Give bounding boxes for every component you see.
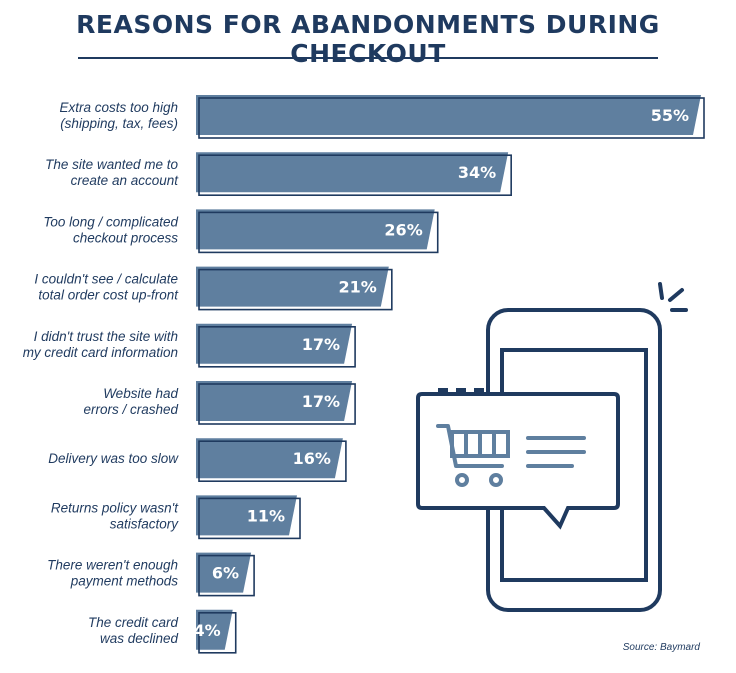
bar-value-label: 17% [302, 392, 340, 411]
category-label: checkout process [73, 230, 178, 245]
bar [196, 609, 233, 650]
bar-outline [198, 325, 356, 368]
bar [196, 438, 343, 479]
category-label: Website had [103, 386, 178, 401]
bar [196, 95, 701, 135]
category-label: The site wanted me to [45, 157, 178, 172]
chart-title: REASONS FOR ABANDONMENTS DURING CHECKOUT [76, 10, 660, 68]
bar-outline [198, 97, 705, 139]
bar [196, 552, 252, 593]
bar-value-label: 21% [339, 278, 377, 297]
bubble-dot [474, 388, 484, 393]
bar [196, 152, 509, 193]
bubble-dot [456, 388, 466, 393]
signal-line [658, 282, 664, 300]
bar [196, 323, 353, 364]
category-label: Delivery was too slow [48, 451, 179, 466]
bar-outline [198, 154, 512, 196]
bar-value-label: 6% [212, 564, 239, 583]
category-label: total order cost up-front [38, 288, 179, 303]
category-label: I couldn't see / calculate [34, 272, 178, 287]
bar-value-label: 55% [651, 106, 689, 125]
category-label: The credit card [88, 615, 179, 630]
bar-outline [198, 383, 356, 425]
category-label: create an account [71, 173, 180, 188]
bar-value-label: 11% [247, 506, 285, 525]
bar-outline [198, 211, 439, 254]
bar-outline [198, 554, 255, 597]
signal-line [668, 288, 684, 302]
title-divider [78, 57, 658, 59]
bar [196, 495, 297, 536]
bar-value-label: 34% [458, 163, 496, 182]
cart-wheel [455, 473, 469, 487]
bar-value-label: 17% [302, 335, 340, 354]
chat-bubble [416, 392, 620, 530]
category-label: satisfactory [110, 516, 180, 531]
category-label: I didn't trust the site with [34, 329, 178, 344]
category-label: payment methods [70, 574, 179, 589]
bar [196, 266, 389, 307]
bar-outline [198, 611, 237, 654]
bubble-dot [438, 388, 448, 393]
category-label: errors / crashed [83, 402, 178, 417]
category-label: Returns policy wasn't [51, 500, 179, 515]
bar-value-label: 4% [194, 621, 221, 640]
source-note: Source: Baymard [622, 642, 700, 653]
bar [196, 381, 353, 421]
bar [196, 209, 435, 250]
bar-value-label: 16% [293, 449, 331, 468]
category-label: was declined [100, 631, 179, 646]
bar-outline [198, 497, 301, 540]
category-label: (shipping, tax, fees) [60, 116, 178, 131]
bar-outline [198, 268, 393, 311]
category-label: There weren't enough [47, 558, 178, 573]
bar-value-label: 26% [384, 220, 422, 239]
category-label: Too long / complicated [43, 214, 178, 229]
bar-outline [198, 440, 347, 483]
smartphone-cart-icon [416, 282, 688, 612]
category-label: my credit card information [23, 345, 178, 360]
cart-wheel [489, 473, 503, 487]
category-label: Extra costs too high [59, 100, 178, 115]
